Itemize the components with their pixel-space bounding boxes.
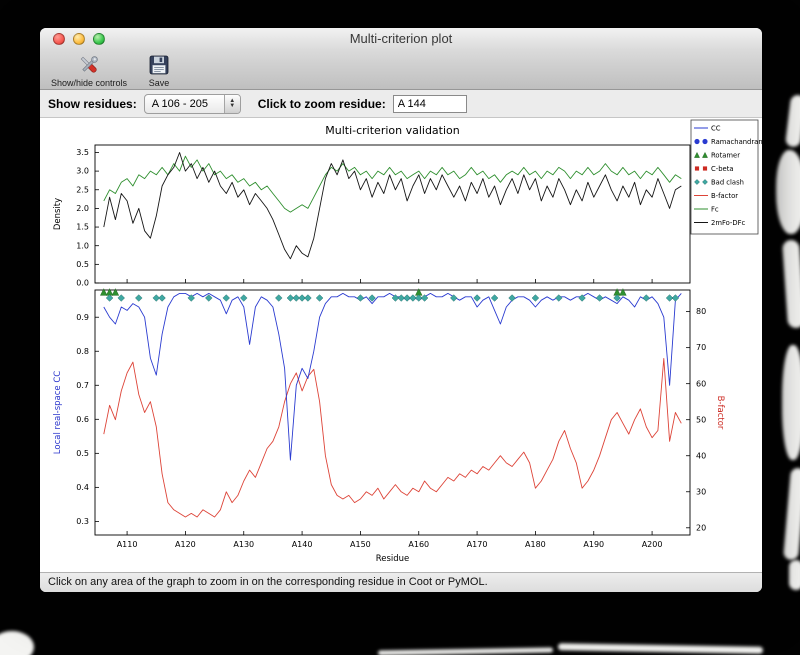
title-bar[interactable]: Multi-criterion plot	[40, 28, 762, 50]
svg-text:C-beta: C-beta	[711, 165, 734, 173]
svg-text:Rotamer: Rotamer	[711, 151, 740, 159]
screen-artifact	[557, 643, 764, 654]
screen-artifact	[789, 560, 800, 590]
svg-text:0.5: 0.5	[76, 449, 89, 458]
svg-text:Density: Density	[53, 198, 63, 230]
svg-text:A150: A150	[350, 540, 371, 549]
svg-text:30: 30	[696, 487, 706, 496]
save-icon	[147, 52, 171, 78]
svg-text:A120: A120	[175, 540, 196, 549]
svg-text:B-factor: B-factor	[711, 192, 738, 200]
svg-text:A110: A110	[117, 540, 138, 549]
multi-criterion-plot-window: Multi-criterion plot Show/hide controls	[40, 28, 762, 592]
svg-text:A200: A200	[642, 540, 663, 549]
svg-text:0.8: 0.8	[76, 347, 89, 356]
svg-text:0.9: 0.9	[76, 313, 89, 322]
svg-text:A190: A190	[583, 540, 604, 549]
svg-text:CC: CC	[711, 124, 721, 132]
svg-text:3.0: 3.0	[76, 167, 89, 176]
svg-text:50: 50	[696, 415, 706, 424]
svg-text:A160: A160	[408, 540, 429, 549]
svg-text:20: 20	[696, 523, 706, 532]
svg-text:Fc: Fc	[711, 205, 719, 213]
save-button[interactable]: Save	[142, 51, 176, 89]
zoom-residue-input[interactable]	[392, 94, 467, 113]
svg-text:2.0: 2.0	[76, 204, 89, 213]
svg-text:0.3: 0.3	[76, 517, 89, 526]
show-hide-controls-button[interactable]: Show/hide controls	[46, 51, 132, 89]
svg-text:60: 60	[696, 379, 706, 388]
show-residues-dropdown[interactable]: A 106 - 205 ▲ ▼	[143, 93, 241, 114]
screen-artifact	[377, 647, 554, 655]
svg-text:Multi-criterion validation: Multi-criterion validation	[325, 124, 460, 137]
window-title: Multi-criterion plot	[349, 31, 453, 46]
screen-artifact	[781, 239, 800, 329]
tools-icon	[76, 52, 102, 78]
toolbar: Show/hide controls Save	[40, 50, 762, 90]
svg-text:A170: A170	[467, 540, 488, 549]
svg-text:Ramachandran: Ramachandran	[711, 138, 762, 146]
screen-artifact	[783, 467, 800, 561]
svg-text:A140: A140	[292, 540, 313, 549]
close-button[interactable]	[53, 33, 65, 45]
svg-text:3.5: 3.5	[76, 148, 89, 157]
screen-artifact	[782, 345, 800, 460]
svg-text:A180: A180	[525, 540, 546, 549]
svg-text:A130: A130	[233, 540, 254, 549]
svg-text:Residue: Residue	[376, 554, 410, 564]
stepper-arrows-icon: ▲ ▼	[223, 94, 240, 113]
svg-text:1.0: 1.0	[76, 241, 89, 250]
status-text: Click on any area of the graph to zoom i…	[48, 576, 488, 588]
minimize-button[interactable]	[73, 33, 85, 45]
svg-text:Bad clash: Bad clash	[711, 178, 744, 186]
svg-text:70: 70	[696, 343, 706, 352]
svg-text:0.6: 0.6	[76, 415, 89, 424]
plot-region: Multi-criterion validation 0.0 0.5 1.0 1.5 2.…	[40, 118, 762, 572]
residue-range-value: A 106 - 205	[151, 97, 208, 110]
svg-text:2.5: 2.5	[76, 185, 89, 194]
controls-bar: Show residues: A 106 - 205 ▲ ▼ Click to z…	[40, 90, 762, 118]
show-residues-label: Show residues:	[48, 96, 137, 111]
bottom-panel: 0.3 0.4 0.5 0.6 0.7 0.8 0.9 20 30 40 50 60 70 80 A110 A…	[53, 288, 725, 564]
multi-criterion-chart[interactable]: Multi-criterion validation 0.0 0.5 1.0 1.5 2.…	[40, 118, 762, 572]
svg-text:Local real-space CC: Local real-space CC	[53, 371, 63, 454]
window-controls	[53, 33, 105, 45]
save-label: Save	[148, 78, 170, 88]
svg-text:40: 40	[696, 451, 706, 460]
screen-artifact	[784, 94, 800, 148]
svg-text:2mFo-DFc: 2mFo-DFc	[711, 219, 745, 227]
show-hide-controls-label: Show/hide controls	[51, 78, 128, 88]
top-panel: 0.0 0.5 1.0 1.5 2.0 2.5 3.0 3.5 Density	[53, 144, 691, 288]
svg-text:0.4: 0.4	[76, 483, 89, 492]
svg-text:0.5: 0.5	[76, 260, 89, 269]
zoom-residue-label: Click to zoom residue:	[257, 96, 386, 111]
screen-artifact	[776, 150, 800, 234]
zoom-window-button[interactable]	[93, 33, 105, 45]
screen-artifact	[0, 631, 34, 655]
status-bar: Click on any area of the graph to zoom i…	[40, 572, 762, 592]
svg-text:1.5: 1.5	[76, 223, 89, 232]
svg-text:80: 80	[696, 307, 706, 316]
chart-legend: CC Ramachandran Rotamer C-beta Bad clash B-fa…	[690, 119, 762, 235]
svg-text:B-factor: B-factor	[715, 396, 725, 430]
svg-text:0.7: 0.7	[76, 381, 89, 390]
svg-text:0.0: 0.0	[76, 279, 89, 288]
